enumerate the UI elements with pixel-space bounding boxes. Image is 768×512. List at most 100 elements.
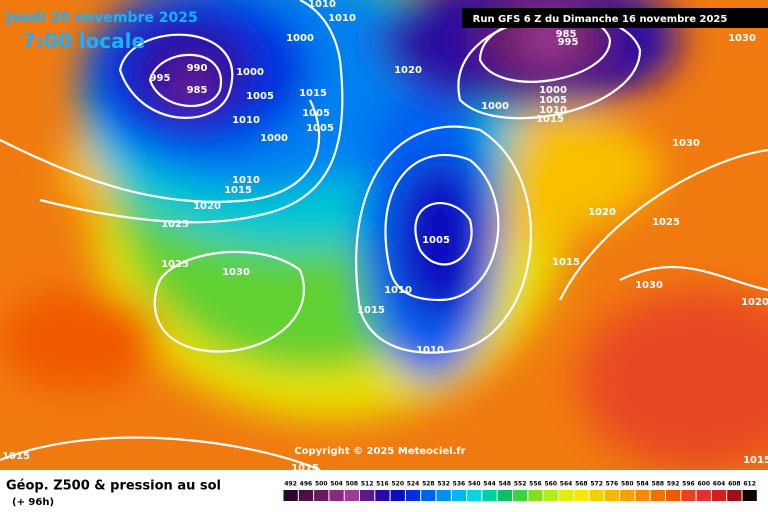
isobar-label: 1015 bbox=[536, 114, 564, 125]
legend-label: 572 bbox=[590, 481, 603, 488]
isobar-label: 1030 bbox=[728, 33, 756, 44]
legend-swatch bbox=[375, 490, 390, 501]
isobar-label: 1010 bbox=[232, 115, 260, 126]
isobar-label: 990 bbox=[187, 63, 208, 74]
legend-label: 492 bbox=[284, 481, 297, 488]
legend-swatch bbox=[742, 490, 757, 501]
legend-swatch bbox=[727, 490, 742, 501]
isobar-label: 1010 bbox=[539, 105, 567, 116]
isobar-label: 1005 bbox=[306, 123, 334, 134]
isobar-label: 1015 bbox=[291, 463, 319, 474]
legend-swatch bbox=[620, 490, 635, 501]
copyright: Copyright © 2025 Meteociel.fr bbox=[294, 446, 465, 457]
legend-swatch bbox=[283, 490, 298, 501]
legend-swatch bbox=[298, 490, 314, 501]
legend-label: 544 bbox=[483, 481, 496, 488]
isobar-label: 1005 bbox=[302, 108, 330, 119]
isobar-label: 1005 bbox=[422, 235, 450, 246]
isobar-label: 1010 bbox=[416, 345, 444, 356]
isobar-label: 1030 bbox=[222, 267, 250, 278]
legend-label: 600 bbox=[697, 481, 710, 488]
legend-swatch bbox=[711, 490, 727, 501]
isobar-label: 1010 bbox=[232, 175, 260, 186]
legend-label: 556 bbox=[529, 481, 542, 488]
isobar-label: 985 bbox=[556, 29, 577, 40]
isobar-label: 1020 bbox=[741, 297, 768, 308]
legend-label: 508 bbox=[346, 481, 359, 488]
legend-label: 520 bbox=[391, 481, 404, 488]
legend-swatch bbox=[528, 490, 543, 501]
isobar-label: 1025 bbox=[161, 259, 189, 270]
footer-title: Géop. Z500 & pression au sol bbox=[6, 479, 221, 494]
run-info: Run GFS 6 Z du Dimanche 16 novembre 2025 bbox=[473, 14, 728, 25]
isobar-label: 1000 bbox=[236, 67, 264, 78]
legend-label: 536 bbox=[453, 481, 466, 488]
isobar-label: 1000 bbox=[286, 33, 314, 44]
isobar-label: 1020 bbox=[588, 207, 616, 218]
legend-label: 540 bbox=[468, 481, 481, 488]
date: Jeudi 20 novembre 2025 bbox=[5, 10, 198, 26]
colorbar: 492 496 500 504 508 512 516 520 524 528 532 536 540 5… bbox=[283, 481, 757, 501]
field bbox=[0, 0, 768, 470]
legend-swatch bbox=[436, 490, 451, 501]
isobar-label: 985 bbox=[187, 85, 208, 96]
run-box bbox=[462, 8, 768, 28]
isobar-label: 1000 bbox=[481, 101, 509, 112]
isobar-label: 1015 bbox=[357, 305, 385, 316]
legend-label: 560 bbox=[544, 481, 557, 488]
legend-swatch bbox=[390, 490, 405, 501]
legend-label: 584 bbox=[636, 481, 649, 488]
isobar-label: 1025 bbox=[652, 217, 680, 228]
legend-swatch bbox=[589, 490, 604, 501]
legend-swatch bbox=[467, 490, 482, 501]
legend-swatch bbox=[482, 490, 497, 501]
isobar-label: 1030 bbox=[635, 280, 663, 291]
isobar-label: 1010 bbox=[384, 285, 412, 296]
isobar-label: 1000 bbox=[539, 85, 567, 96]
isobar-label: 1030 bbox=[672, 138, 700, 149]
legend-swatch bbox=[314, 490, 329, 501]
legend-label: 568 bbox=[575, 481, 588, 488]
legend-swatch bbox=[650, 490, 665, 501]
legend-swatch bbox=[497, 490, 512, 501]
legend-label: 500 bbox=[315, 481, 328, 488]
legend-label: 592 bbox=[667, 481, 680, 488]
legend-swatch bbox=[329, 490, 344, 501]
legend-swatch bbox=[360, 490, 375, 501]
legend-label: 608 bbox=[728, 481, 741, 488]
isobar-label: 1000 bbox=[260, 133, 288, 144]
isobar-label: 995 bbox=[150, 73, 171, 84]
legend-swatch bbox=[451, 490, 467, 501]
legend-swatch bbox=[696, 490, 711, 501]
isobar-label: 1015 bbox=[552, 257, 580, 268]
legend-swatch bbox=[574, 490, 589, 501]
legend-label: 576 bbox=[606, 481, 619, 488]
legend-swatch bbox=[666, 490, 681, 501]
legend-label: 596 bbox=[682, 481, 695, 488]
footer-lead: (+ 96h) bbox=[12, 497, 54, 508]
isobar-label: 1015 bbox=[224, 185, 252, 196]
legend-label: 496 bbox=[300, 481, 313, 488]
isobar-label: 995 bbox=[558, 37, 579, 48]
legend-swatch bbox=[421, 490, 436, 501]
legend-swatch bbox=[344, 490, 359, 501]
isobar-label: 1010 bbox=[328, 13, 356, 24]
legend-label: 532 bbox=[437, 481, 450, 488]
isobar-label: 1015 bbox=[743, 455, 768, 466]
legend-swatch bbox=[681, 490, 696, 501]
isobar-label: 1015 bbox=[299, 88, 327, 99]
legend-swatch bbox=[635, 490, 650, 501]
legend-label: 552 bbox=[514, 481, 527, 488]
isobar-label: 1020 bbox=[394, 65, 422, 76]
legend-swatch bbox=[513, 490, 528, 501]
legend-label: 580 bbox=[621, 481, 634, 488]
isobar-label: 1010 bbox=[308, 0, 336, 10]
isobar-label: 1005 bbox=[246, 91, 274, 102]
legend-label: 512 bbox=[361, 481, 374, 488]
legend-label: 516 bbox=[376, 481, 389, 488]
legend-label: 524 bbox=[407, 481, 420, 488]
legend-label: 564 bbox=[560, 481, 573, 488]
legend-label: 612 bbox=[743, 481, 756, 488]
legend-swatch bbox=[405, 490, 421, 501]
legend-swatch bbox=[604, 490, 620, 501]
